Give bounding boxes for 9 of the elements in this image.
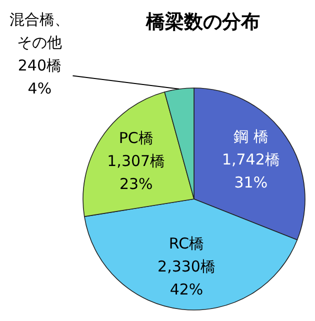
slice-label: 混合橋、その他 [10,10,70,52]
data-label: 1,307橋 23% [107,152,166,193]
data-label: 240橋 4% [18,56,62,98]
slice-label: 鋼 橋 [234,127,268,146]
data-label: 1,742橋 31% [222,150,280,192]
chart-title: 橋梁数の分布 [145,11,260,33]
slice-label: PC橋 [118,128,154,147]
slice-label: RC橋 [168,234,204,253]
data-label: 2,330橋 42% [158,258,216,299]
